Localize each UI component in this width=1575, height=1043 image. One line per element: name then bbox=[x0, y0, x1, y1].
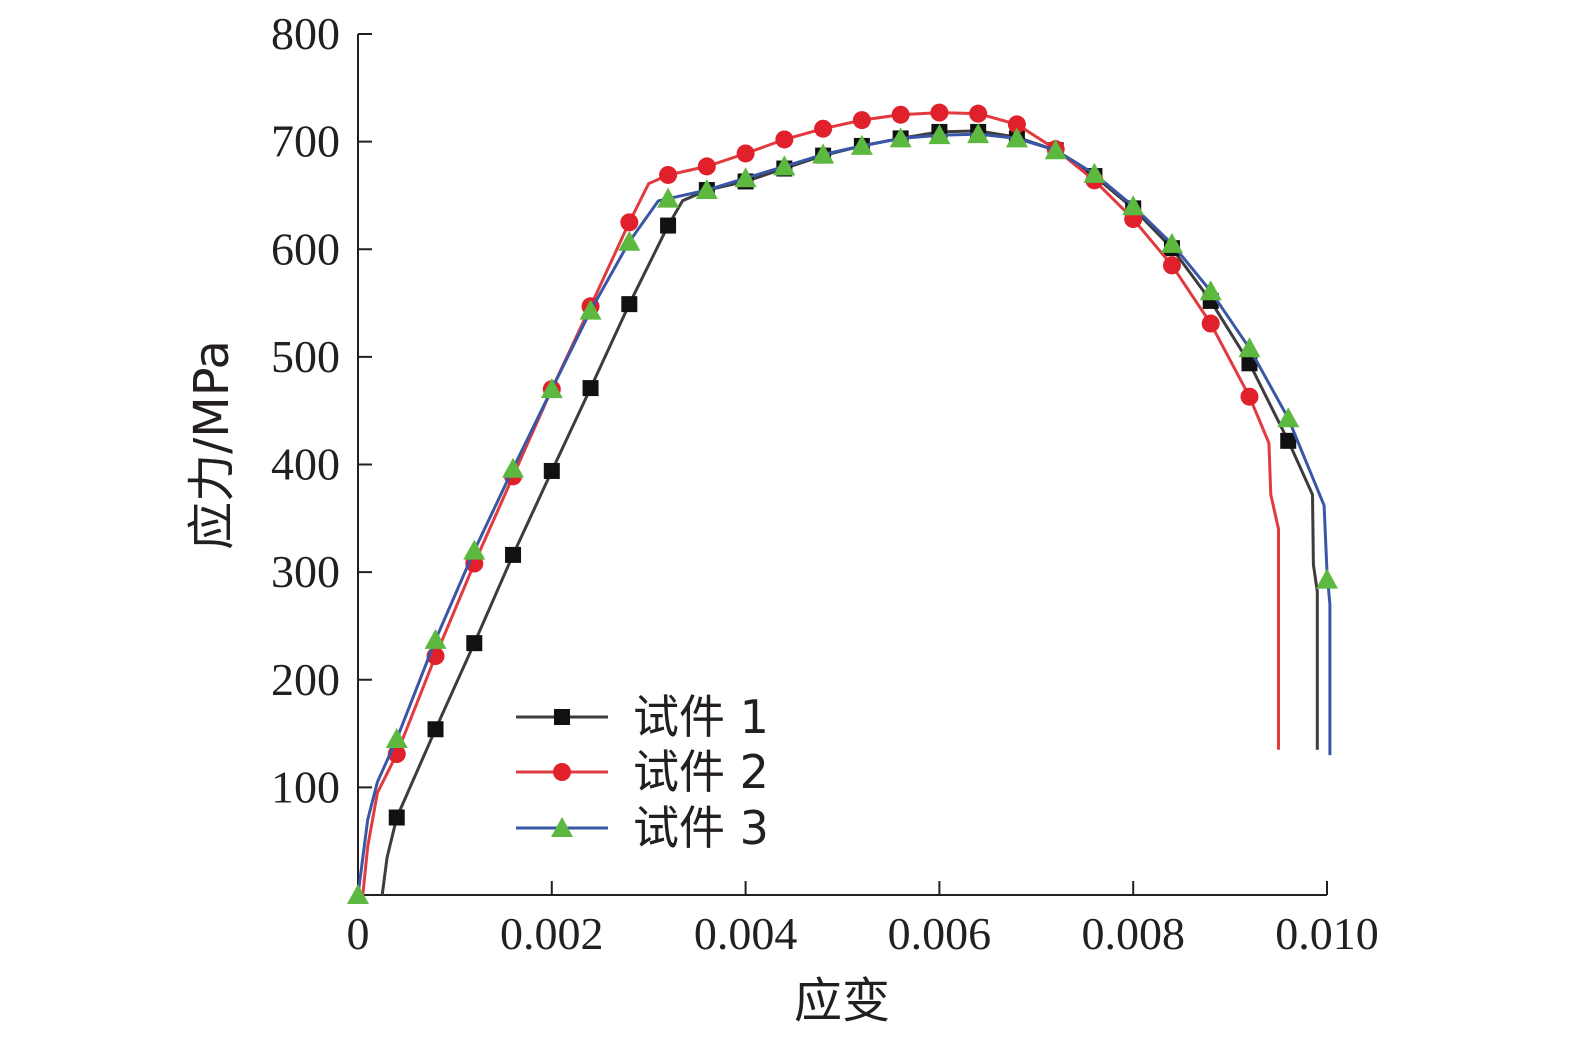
series-2-point bbox=[852, 111, 871, 130]
series-1-point bbox=[505, 546, 522, 563]
series-3 bbox=[347, 123, 1338, 904]
series-3-line bbox=[356, 132, 1332, 896]
series-3-point bbox=[347, 884, 369, 904]
series-2-point bbox=[969, 104, 988, 123]
series-3-point bbox=[1238, 337, 1261, 358]
series-3-point bbox=[928, 124, 951, 145]
x-axis-title: 应变 bbox=[794, 973, 890, 1029]
legend-swatch-marker bbox=[554, 709, 570, 725]
x-tick-label: 0 bbox=[347, 908, 370, 959]
legend-label: 试件 2 bbox=[633, 745, 769, 799]
series-3-point bbox=[889, 127, 912, 148]
series-2-point bbox=[736, 144, 755, 163]
series-2-point bbox=[891, 105, 910, 124]
series-3-point bbox=[1122, 195, 1145, 216]
x-tick-label: 0.008 bbox=[1081, 908, 1185, 959]
series-1 bbox=[380, 123, 1319, 896]
series-3-point bbox=[850, 134, 873, 155]
series-2-point bbox=[659, 165, 678, 184]
series-2-point bbox=[930, 103, 949, 122]
series-1-point bbox=[543, 462, 560, 479]
series-2-point bbox=[1240, 387, 1259, 406]
series-1-point bbox=[466, 635, 483, 652]
y-axis-title: 应力/MPa bbox=[184, 340, 240, 550]
series-3-point bbox=[773, 155, 796, 176]
x-tick-label: 0.004 bbox=[694, 908, 798, 959]
series-1-point bbox=[1241, 355, 1258, 372]
y-ticks: 100 200 300 400 500 600 700 800 bbox=[271, 8, 372, 812]
series-3-point bbox=[812, 143, 835, 164]
series-1-point bbox=[621, 296, 638, 313]
series-2-point bbox=[1201, 314, 1220, 333]
series-3-point bbox=[1199, 280, 1222, 301]
legend-item: 试件 2 bbox=[516, 745, 769, 799]
x-tick-label: 0.010 bbox=[1275, 908, 1379, 959]
series-3-point bbox=[1005, 127, 1028, 148]
series-1-point bbox=[388, 809, 405, 826]
y-tick-label: 400 bbox=[271, 439, 340, 490]
y-tick-label: 700 bbox=[271, 116, 340, 167]
y-tick-label: 800 bbox=[271, 8, 340, 59]
series-3-point bbox=[424, 628, 447, 649]
x-ticks: 0 0.002 0.004 0.006 0.008 0.010 bbox=[347, 881, 1379, 959]
series-3-point bbox=[1160, 232, 1183, 253]
series-1-point bbox=[582, 380, 599, 397]
series-3-point bbox=[657, 187, 680, 208]
series-2-point bbox=[775, 130, 794, 149]
series-3-point bbox=[1277, 407, 1300, 428]
y-tick-label: 600 bbox=[271, 223, 340, 274]
series-3-point bbox=[502, 457, 525, 478]
series-3-point bbox=[1316, 568, 1338, 589]
series-3-point bbox=[734, 167, 757, 188]
series-3-point bbox=[1083, 162, 1106, 183]
series-1-point bbox=[660, 217, 677, 234]
series-3-point bbox=[618, 230, 641, 251]
legend-swatch-marker bbox=[551, 817, 573, 837]
legend-item: 试件 3 bbox=[516, 801, 769, 855]
series-3-point bbox=[967, 123, 990, 144]
x-tick-label: 0.006 bbox=[888, 908, 992, 959]
legend-label: 试件 1 bbox=[633, 690, 769, 744]
legend: 试件 1试件 2试件 3 bbox=[516, 690, 769, 855]
series-2-point bbox=[697, 157, 716, 176]
series-2-point bbox=[620, 213, 639, 232]
series-3-point bbox=[540, 378, 563, 399]
axes: 100 200 300 400 500 600 700 800 0 0.002 0.004 0.00… bbox=[271, 8, 1379, 959]
y-tick-label: 500 bbox=[271, 331, 340, 382]
series-layer bbox=[347, 103, 1338, 904]
series-2-point bbox=[1007, 115, 1026, 134]
series-3-point bbox=[1044, 139, 1067, 160]
series-3-point bbox=[385, 727, 408, 748]
series-3-point bbox=[579, 299, 602, 320]
series-1-point bbox=[427, 721, 444, 738]
series-2-point bbox=[1162, 256, 1181, 275]
y-tick-label: 200 bbox=[271, 654, 340, 705]
legend-swatch-marker bbox=[553, 763, 571, 781]
series-1-point bbox=[1280, 432, 1297, 449]
legend-label: 试件 3 bbox=[633, 801, 769, 855]
legend-item: 试件 1 bbox=[516, 690, 769, 744]
series-3-point bbox=[695, 179, 718, 200]
series-2-point bbox=[814, 119, 833, 138]
series-2-line bbox=[361, 111, 1280, 896]
series-3-point bbox=[463, 539, 486, 560]
x-tick-label: 0.002 bbox=[500, 908, 604, 959]
y-tick-label: 100 bbox=[271, 761, 340, 812]
y-tick-label: 300 bbox=[271, 546, 340, 597]
